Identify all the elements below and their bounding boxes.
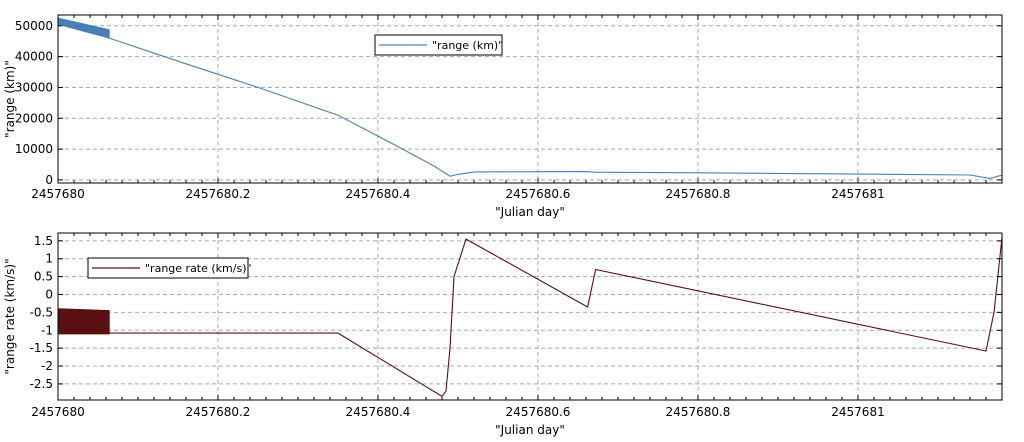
x-tick-label: 2457680.6 [506,187,571,201]
y-axis-title: "range rate (km/s)" [3,258,17,374]
plot-panel-2: 2457680 2457680.2 2457680.4 2457680.6 245768… [3,232,1003,437]
y-tick-label: 1.5 [34,234,53,248]
x-tick-label: 2457681 [831,187,884,201]
legend-box [87,257,249,279]
x-tick-label: 2457680.8 [666,187,731,201]
y-tick-label: 0 [45,288,53,302]
y-tick-label: 0 [45,173,53,187]
x-tick-label: 2457680.2 [186,405,251,419]
x-tick-label: 2457680 [31,187,84,201]
x-tick-label: 2457680.4 [346,187,411,201]
y-tick-label: 50000 [15,19,53,33]
x-tick-label: 2457680 [31,405,84,419]
legend: "range rate (km/s)" [87,257,252,279]
y-tick-label: -2 [41,359,53,373]
x-tick-label: 2457680.2 [186,187,251,201]
y-tick-label: -0.5 [30,305,53,319]
x-tick-label: 2457680.6 [506,405,571,419]
y-tick-label: 0.5 [34,270,53,284]
legend-label: "range rate (km/s)" [145,262,252,275]
y-tick-label: -2.5 [30,377,53,391]
series-oscillation-band [57,17,110,39]
x-axis-title: "Julian day" [495,205,565,219]
x-tick-label: 2457680.8 [666,405,731,419]
y-tick-label: 10000 [15,142,53,156]
y-tick-label: 30000 [15,80,53,94]
y-tick-label: 1 [45,252,53,266]
y-axis-title: "range (km)" [3,60,17,138]
series-oscillation-band [57,308,110,335]
series-line [109,37,1003,179]
y-tick-label: 40000 [15,50,53,64]
y-tick-label: 20000 [15,111,53,125]
plot-frame [57,232,1003,401]
legend-box [374,34,503,56]
legend: "range (km)" [374,34,503,56]
series-line [109,237,1003,398]
plot-panel-1: 2457680 2457680.2 2457680.4 2457680.6 245768… [3,14,1003,219]
legend-label: "range (km)" [432,39,503,52]
x-tick-label: 2457680.4 [346,405,411,419]
y-tick-label: -1 [41,323,53,337]
x-tick-label: 2457681 [831,405,884,419]
y-tick-label: -1.5 [30,341,53,355]
plot-frame [57,14,1003,184]
x-axis-title: "Julian day" [495,423,565,437]
